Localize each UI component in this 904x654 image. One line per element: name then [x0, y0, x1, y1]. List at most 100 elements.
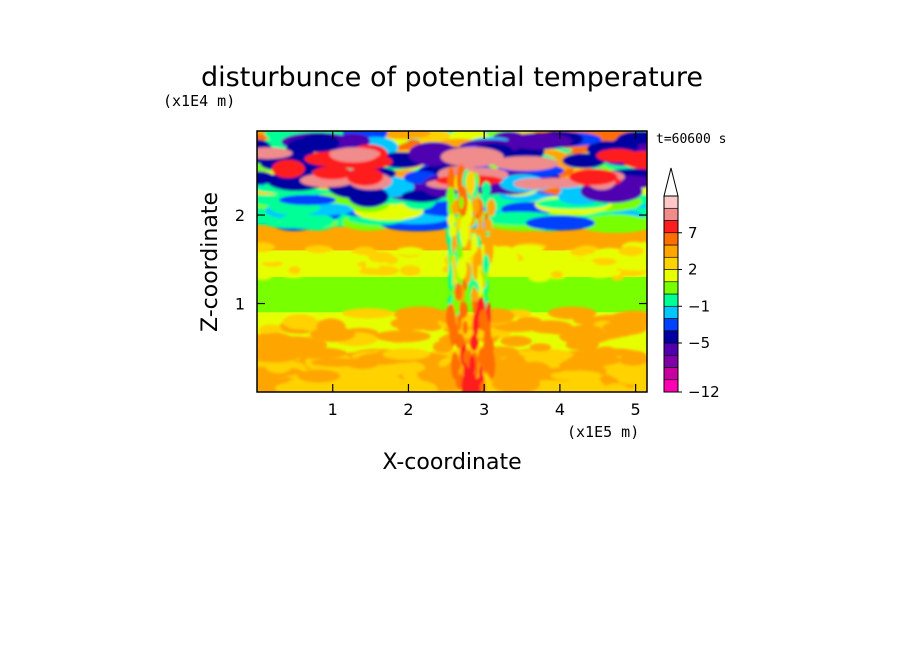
- field-cell: [342, 308, 394, 319]
- field-cell: [291, 347, 347, 359]
- field-cell: [257, 254, 285, 263]
- field-cell: [577, 214, 647, 233]
- field-cell: [619, 354, 647, 366]
- field-cell: [271, 159, 305, 179]
- x-tick-label: 2: [403, 400, 413, 419]
- field-cell: [440, 146, 504, 167]
- y-tick-label: 1: [235, 295, 245, 314]
- field-cell: [469, 355, 476, 375]
- field-cell: [370, 362, 426, 375]
- field-cell: [456, 216, 462, 231]
- field-cell: [614, 261, 647, 271]
- field-cell: [454, 282, 463, 302]
- field-cell: [432, 340, 454, 353]
- field-cell: [359, 267, 382, 275]
- field-cell: [461, 373, 471, 392]
- field-cell: [257, 346, 298, 361]
- colorbar-segment: [663, 305, 679, 319]
- field-cell: [610, 366, 647, 382]
- field-cell: [451, 235, 456, 254]
- colorbar-segment: [663, 318, 679, 332]
- field-cell: [304, 245, 333, 254]
- field-cell: [525, 215, 595, 231]
- colorbar-label: −12: [688, 383, 720, 401]
- field-cell: [528, 268, 546, 276]
- field-cell: [291, 381, 328, 392]
- field-cell: [460, 215, 469, 248]
- field-cell: [451, 358, 461, 372]
- x-unit-label: (x1E5 m): [567, 423, 639, 441]
- field-cell: [470, 289, 479, 302]
- field-cell: [286, 138, 315, 162]
- colorbar-segment: [663, 342, 679, 356]
- colorbar-extend-arrow: [663, 167, 679, 197]
- y-axis: 12: [235, 206, 647, 314]
- field-cell: [297, 369, 341, 383]
- field-cell: [570, 247, 590, 257]
- colorbar-label: 7: [688, 224, 698, 242]
- field-cell: [395, 315, 418, 332]
- field-cell: [550, 370, 603, 381]
- field-cell: [529, 343, 552, 352]
- field-cell: [473, 251, 479, 281]
- time-label: t=60600 s: [656, 132, 726, 147]
- colorbar-label: 2: [688, 261, 698, 279]
- field-cell: [527, 320, 573, 334]
- field-cell: [500, 335, 532, 347]
- y-tick-label: 2: [235, 206, 245, 225]
- field-cell: [279, 194, 336, 206]
- field-cell: [456, 257, 467, 280]
- field-cell: [288, 266, 301, 275]
- field-cell: [311, 358, 364, 367]
- field-cell: [596, 148, 639, 163]
- field-cell: [563, 260, 597, 271]
- field-cell: [360, 372, 395, 383]
- field-cell: [494, 247, 510, 258]
- y-axis-label: Z-coordinate: [198, 192, 223, 332]
- field-cell: [449, 224, 457, 239]
- colorbar-segment: [663, 330, 679, 344]
- colorbar-segment: [663, 244, 679, 258]
- field-cell: [492, 156, 559, 171]
- field-cell: [407, 310, 446, 325]
- y-unit-label: (x1E4 m): [163, 92, 235, 110]
- field-cell: [382, 348, 431, 360]
- field-cell: [459, 196, 464, 209]
- colorbar-label: −5: [688, 334, 710, 352]
- colorbar-segment: [663, 354, 679, 368]
- field-cell: [459, 301, 468, 319]
- field-cell: [569, 168, 618, 186]
- field-cell: [399, 265, 421, 276]
- field-cell: [507, 133, 573, 150]
- x-tick-label: 3: [479, 400, 489, 419]
- field-cell: [334, 264, 363, 275]
- field-cell: [486, 265, 513, 273]
- colorbar-segment: [663, 195, 679, 209]
- field-cell: [282, 314, 318, 330]
- field-cell: [462, 320, 468, 335]
- field-cell: [602, 320, 647, 336]
- field-cell: [469, 334, 479, 351]
- field-cell: [491, 374, 541, 392]
- field-cell: [510, 245, 544, 253]
- field-cell: [591, 257, 617, 266]
- colorbar-segment: [663, 269, 679, 283]
- field-cell: [257, 332, 294, 349]
- field-cell: [551, 380, 603, 392]
- field-cell: [562, 153, 606, 169]
- field-cell: [482, 341, 490, 374]
- field-cell: [396, 246, 424, 256]
- field-cell: [375, 330, 431, 343]
- field-cell: [487, 351, 496, 380]
- field-cell: [333, 133, 371, 149]
- field-cell: [313, 266, 341, 275]
- field-cell: [486, 199, 496, 217]
- field-cell: [594, 346, 618, 361]
- field-cell: [279, 212, 335, 229]
- field-cell: [603, 383, 629, 392]
- field-cell: [567, 324, 603, 336]
- field-cell: [285, 260, 319, 267]
- field-cell: [593, 248, 627, 260]
- field-cell: [257, 269, 273, 281]
